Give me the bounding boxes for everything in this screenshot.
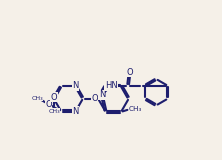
Text: N: N — [99, 90, 105, 99]
Text: CH₃: CH₃ — [48, 109, 60, 114]
Text: CH₃: CH₃ — [129, 106, 142, 112]
Text: O: O — [126, 68, 133, 77]
Text: HN: HN — [105, 81, 117, 90]
Text: CH₃: CH₃ — [31, 96, 43, 101]
Text: N: N — [72, 107, 79, 116]
Text: O: O — [91, 94, 98, 103]
Text: N: N — [72, 81, 79, 90]
Text: O: O — [45, 100, 52, 109]
Text: O: O — [51, 93, 57, 102]
